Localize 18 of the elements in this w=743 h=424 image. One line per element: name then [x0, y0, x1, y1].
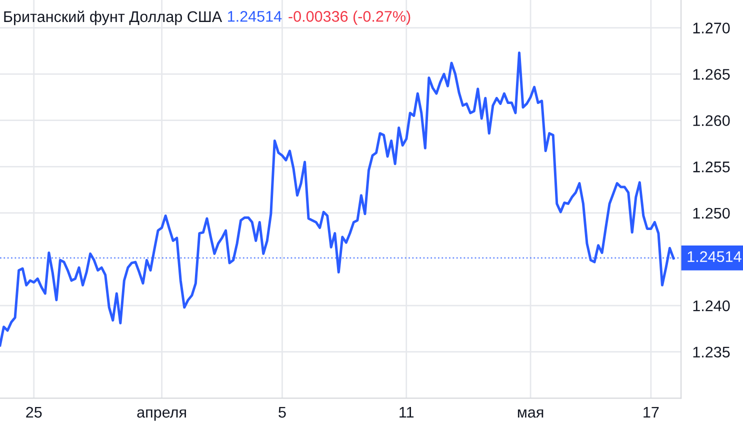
annotation: 1.24514: [228, 11, 282, 22]
y-tick-label: 1.255: [693, 162, 730, 172]
y-tick-label: 1.260: [693, 115, 730, 126]
x-tick-label: 5: [278, 407, 286, 418]
text: Британский фунт Доллар США: [4, 10, 222, 26]
annotation: -0.00336 (-0.27%): [288, 10, 410, 25]
x-tick-label: 25: [26, 406, 42, 418]
y-tick-label: 1.240: [693, 300, 730, 312]
x-tick-label: мая: [518, 409, 544, 418]
x-tick-label: апреля: [137, 409, 186, 421]
y-tick-label: 1.270: [693, 22, 730, 34]
ref-line-label: 1.24514: [688, 251, 742, 262]
y-tick-label: 1.265: [693, 68, 730, 80]
x-tick-label: 17: [644, 407, 659, 418]
x-tick-label: 11: [400, 407, 414, 418]
y-tick-label: 1.235: [693, 346, 730, 358]
y-tick-label: 1.250: [693, 208, 730, 219]
line-series: [0, 52, 675, 347]
